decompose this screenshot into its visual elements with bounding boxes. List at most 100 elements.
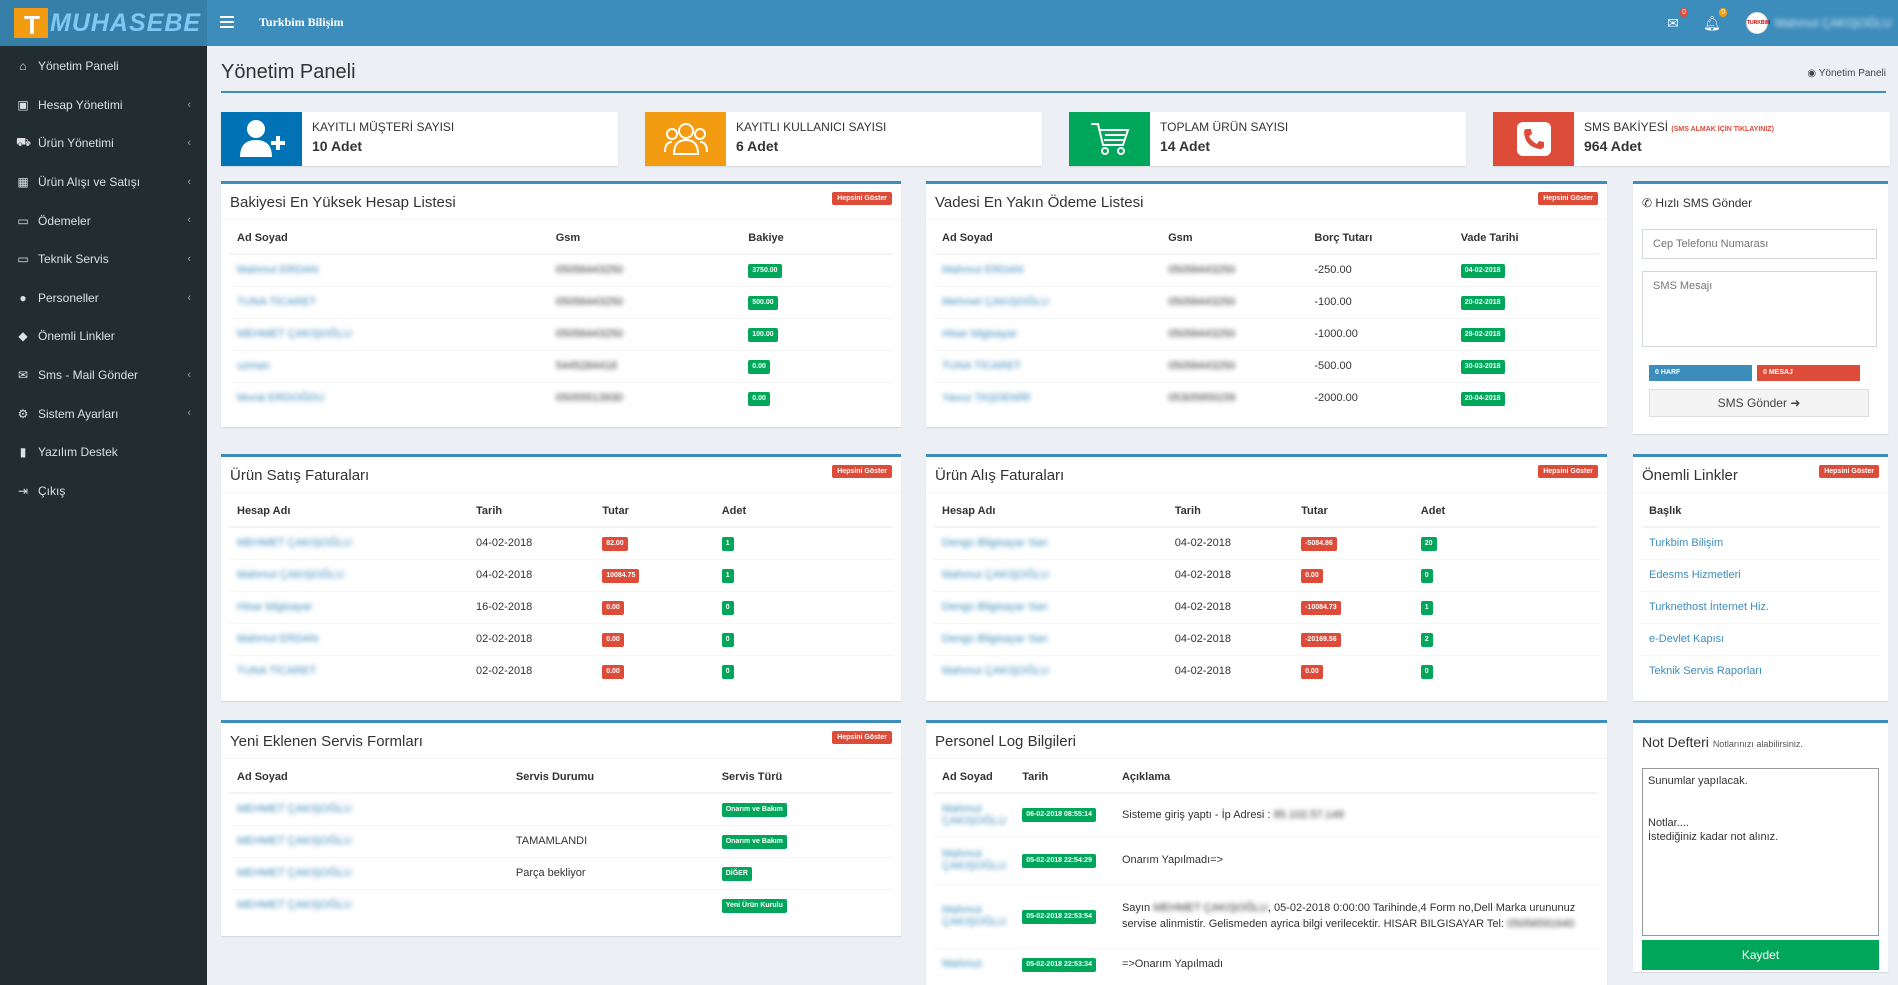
- table-row: Mahmut ÇAKIŞOĞLU 04-02-2018 0.00 0: [934, 654, 1599, 687]
- account-link[interactable]: Mahmut ÇAKIŞOĞLU: [942, 569, 1049, 581]
- avatar[interactable]: TURKBIM: [1746, 12, 1770, 34]
- account-link[interactable]: Mehmet ÇAKIŞOĞLU: [942, 296, 1049, 308]
- info-box-products[interactable]: TOPLAM ÜRÜN SAYISI 14 Adet: [1069, 112, 1466, 166]
- table-row: Murat ERDOĞDU 05055513930 0.00: [229, 381, 893, 414]
- chevron-left-icon: ‹: [187, 137, 191, 150]
- account-link[interactable]: MEHMET ÇAKIŞOĞLU: [237, 835, 352, 847]
- credit-card-icon: ▭: [17, 213, 29, 228]
- account-link[interactable]: Hisar bilgisayar: [237, 601, 313, 613]
- payment-table: Ad Soyad Gsm Borç Tutarı Vade Tarihi Mahmut…: [934, 220, 1599, 414]
- account-link[interactable]: uzman: [237, 360, 271, 372]
- balance-badge: 100.00: [748, 327, 778, 342]
- table-row: MEHMET ÇAKIŞOĞLU TAMAMLANDI Onarım ve Bakı…: [229, 824, 893, 857]
- account-link[interactable]: Mahmut ERDAN: [237, 264, 319, 277]
- table-row: Mahmut ERDAN 05056443250 -250.00 04-02-2018: [934, 253, 1599, 286]
- sidebar-item-accounts[interactable]: ▣ Hesap Yönetimi ‹: [17, 97, 191, 112]
- info-box-customers[interactable]: KAYITLI MÜŞTERİ SAYISI 10 Adet: [221, 112, 618, 166]
- laptop-icon: ▭: [17, 252, 29, 267]
- account-link[interactable]: Yavuz TAŞDEMİR: [942, 392, 1031, 405]
- link-edesms[interactable]: Edesms Hizmetleri: [1649, 569, 1741, 581]
- panel-title: Ürün Alış Faturaları: [935, 467, 1065, 484]
- service-forms-table: Ad Soyad Servis Durumu Servis Türü MEHMET …: [229, 759, 893, 921]
- show-all-button[interactable]: Hepsini Göster: [832, 465, 892, 478]
- account-link[interactable]: TUNA TİCARET: [237, 296, 317, 308]
- sidebar-item-logout[interactable]: ⇥ Çıkış: [17, 483, 66, 498]
- account-link[interactable]: Mahmut ÇAKIŞOĞLU: [942, 665, 1049, 678]
- table-row: uzman 5445284418 0.00: [229, 349, 893, 382]
- account-link[interactable]: MEHMET ÇAKIŞOĞLU: [237, 537, 352, 550]
- show-all-button[interactable]: Hepsini Göster: [1538, 465, 1598, 478]
- account-link[interactable]: Dengo Bilgisayar San: [942, 537, 1048, 550]
- sidebar-item-payments[interactable]: ▭ Ödemeler ‹: [17, 213, 191, 228]
- staff-log-panel: Personel Log Bilgileri Ad Soyad Tarih Açık…: [926, 720, 1607, 985]
- info-box-sms[interactable]: SMS BAKİYESİ (SMS ALMAK İÇİN TIKLAYINIZ)…: [1493, 112, 1890, 166]
- send-sms-button[interactable]: SMS Gönder ➜: [1649, 389, 1869, 417]
- show-all-button[interactable]: Hepsini Göster: [1819, 465, 1879, 478]
- gear-icon: ⚙: [17, 406, 29, 421]
- balance-table: Ad Soyad Gsm Bakiye Mahmut ERDAN 0505644325…: [229, 220, 893, 414]
- table-row: e-Devlet Kapısı: [1641, 622, 1880, 655]
- save-button[interactable]: Kaydet: [1642, 940, 1879, 970]
- chevron-left-icon: ‹: [187, 98, 191, 111]
- chevron-left-icon: ‹: [187, 252, 191, 265]
- account-link[interactable]: MEHMET ÇAKIŞOĞLU: [237, 328, 352, 340]
- user-plus-icon: [221, 112, 302, 166]
- account-link[interactable]: Mahmut ERDAN: [237, 633, 319, 645]
- account-link[interactable]: Mahmut ÇAKIŞOĞLU: [237, 569, 344, 581]
- account-link[interactable]: Mahmut ERDAN: [942, 264, 1024, 277]
- sidebar-item-sms-mail[interactable]: ✉ Sms - Mail Gönder ‹: [17, 368, 191, 383]
- balance-badge: 0.00: [748, 391, 770, 406]
- sidebar-item-staff[interactable]: ● Personeller ‹: [0, 279, 207, 318]
- char-count-bar: 0 HARF: [1649, 365, 1752, 381]
- link-turkbim[interactable]: Turkbim Bilişim: [1649, 537, 1724, 550]
- link-edevlet[interactable]: e-Devlet Kapısı: [1649, 633, 1725, 645]
- sidebar-item-dashboard[interactable]: ⌂ Yönetim Paneli: [0, 47, 207, 86]
- sidebar-item-buy-sell[interactable]: ▦ Ürün Alışı ve Satışı ‹: [17, 175, 191, 190]
- account-link[interactable]: Dengo Bilgisayar San: [942, 633, 1048, 645]
- home-icon: ⌂: [19, 59, 27, 74]
- account-link[interactable]: MEHMET ÇAKIŞOĞLU: [237, 803, 352, 816]
- mail-count-badge: 0: [1680, 8, 1688, 17]
- balance-list-panel: Bakiyesi En Yüksek Hesap Listesi Hepsini …: [221, 181, 901, 427]
- notepad-panel: Not Defteri Notlarınızı alabilirsiniz. S…: [1633, 720, 1888, 972]
- sidebar-item-support[interactable]: ▮ Yazılım Destek: [0, 433, 207, 472]
- sidebar-toggle-icon[interactable]: [220, 16, 234, 28]
- sidebar-item-products[interactable]: ⛟ Ürün Yönetimi ‹: [16, 135, 191, 151]
- account-link[interactable]: Hisar bilgisayar: [942, 328, 1018, 340]
- table-row: MEHMET ÇAKIŞOĞLU 04-02-2018 82.00 1: [229, 526, 893, 559]
- table-row: MEHMET ÇAKIŞOĞLU Yeni Ürün Kurulu: [229, 888, 893, 921]
- sidebar-item-settings[interactable]: ⚙ Sistem Ayarları ‹: [17, 406, 191, 421]
- show-all-button[interactable]: Hepsini Göster: [832, 192, 892, 205]
- product-count: 14 Adet: [1160, 138, 1211, 154]
- info-box-users[interactable]: KAYITLI KULLANICI SAYISI 6 Adet: [645, 112, 1042, 166]
- logo[interactable]: T MUHASEBE: [0, 0, 207, 46]
- account-link[interactable]: Dengo Bilgisayar San: [942, 601, 1048, 613]
- account-link[interactable]: MEHMET ÇAKIŞOĞLU: [237, 867, 352, 879]
- breadcrumb[interactable]: ◉ Yönetim Paneli: [1807, 68, 1886, 79]
- envelope-icon[interactable]: ✉ 0: [1667, 8, 1688, 31]
- link-service-reports[interactable]: Teknik Servis Raporları: [1649, 665, 1763, 678]
- user-name[interactable]: Mahmut ÇAKIŞOĞLU: [1775, 16, 1892, 30]
- sms-buy-link[interactable]: (SMS ALMAK İÇİN TIKLAYINIZ): [1671, 126, 1774, 133]
- show-all-button[interactable]: Hepsini Göster: [832, 731, 892, 744]
- panel-title: Yeni Eklenen Servis Formları: [230, 733, 423, 750]
- sms-message-input[interactable]: [1642, 271, 1877, 347]
- bell-icon[interactable]: 🔔︎ 0: [1703, 8, 1727, 31]
- link-turknethost[interactable]: Turknethost İnternet Hiz.: [1649, 601, 1770, 613]
- page-header: Yönetim Paneli ◉ Yönetim Paneli: [207, 46, 1898, 94]
- sidebar-item-tech-service[interactable]: ▭ Teknik Servis ‹: [17, 252, 191, 267]
- show-all-button[interactable]: Hepsini Göster: [1538, 192, 1598, 205]
- table-row: Hisar bilgisayar 16-02-2018 0.00 0: [229, 590, 893, 623]
- account-link[interactable]: Murat ERDOĞDU: [237, 392, 325, 405]
- chevron-left-icon: ‹: [187, 407, 191, 420]
- chevron-left-icon: ‹: [187, 214, 191, 227]
- phone-number-input[interactable]: [1642, 229, 1877, 259]
- table-row: Dengo Bilgisayar San 04-02-2018 -20169.56 2: [934, 622, 1599, 655]
- sidebar-item-links[interactable]: ◆ Önemli Linkler: [0, 317, 207, 356]
- account-link[interactable]: TUNA TİCARET: [237, 665, 317, 678]
- account-link[interactable]: MEHMET ÇAKIŞOĞLU: [237, 899, 352, 912]
- notes-textarea[interactable]: Sunumlar yapılacak. Notlar.... İstediğin…: [1642, 768, 1879, 936]
- table-row: Turkbim Bilişim: [1641, 526, 1880, 559]
- account-link[interactable]: TUNA TİCARET: [942, 360, 1022, 372]
- sales-invoice-table: Hesap Adı Tarih Tutar Adet MEHMET ÇAKIŞOĞLU…: [229, 493, 893, 687]
